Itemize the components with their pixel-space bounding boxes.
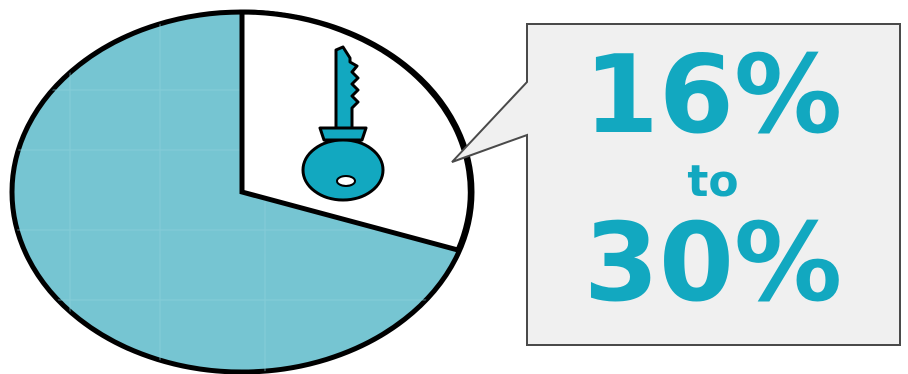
callout-low-value: 16% [584, 33, 843, 158]
callout-high-value: 30% [584, 201, 843, 326]
callout-bubble [451, 23, 901, 346]
callout-connector: to [687, 156, 738, 207]
key-icon [301, 45, 385, 202]
